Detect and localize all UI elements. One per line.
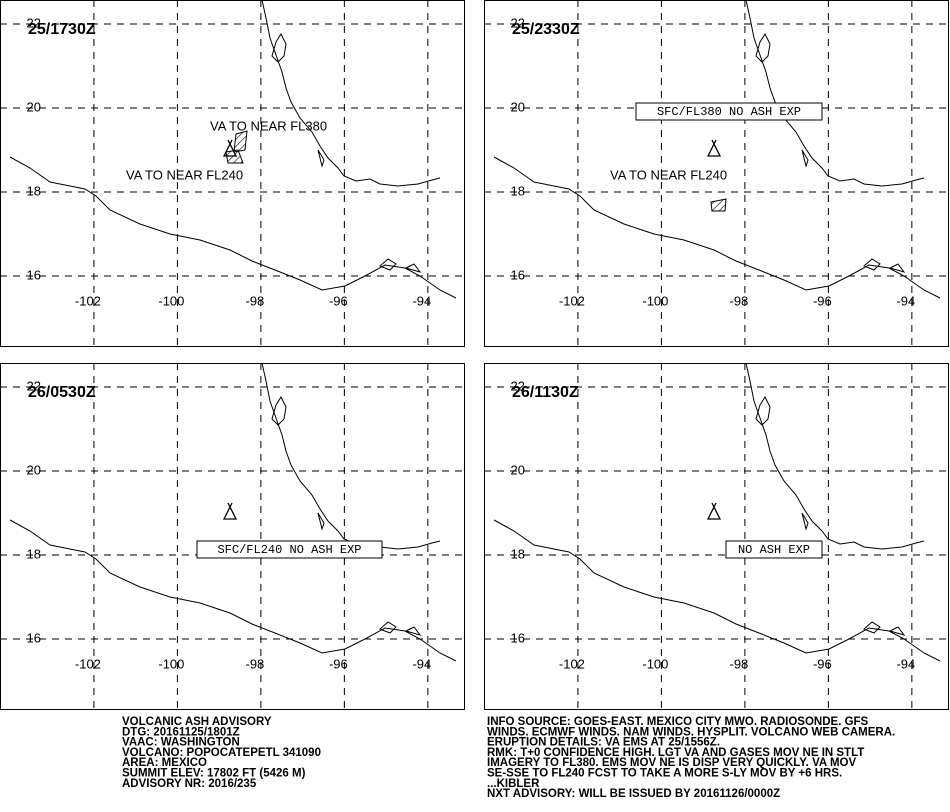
advisory-line: DTG: 20161125/1801Z [122, 726, 240, 738]
panel-frame [0, 0, 465, 347]
advisory-line: VOLCANIC ASH ADVISORY [122, 716, 272, 728]
x-tick-label: -100 [158, 293, 184, 308]
advisory-line: ERUPTION DETAILS: VA EMS AT 25/1556Z. [487, 737, 720, 749]
x-tick-label: -96 [813, 293, 832, 308]
advisory-line: SUMMIT ELEV: 17802 FT (5426 M) [122, 768, 306, 780]
time-label: 26/1130Z [512, 384, 579, 401]
x-tick-label: -98 [245, 656, 264, 671]
ash-area [225, 149, 244, 164]
advisory-line: IMAGERY TO FL380. EMS MOV NE IS DISP VER… [487, 757, 856, 769]
x-tick-label: -94 [412, 293, 431, 308]
label-box [196, 540, 383, 559]
coastline [493, 362, 941, 662]
advisory-line: ...KIBLER [487, 778, 540, 790]
x-tick-label: -102 [559, 656, 585, 671]
y-tick-label: 16 [27, 267, 41, 282]
y-tick-label: 18 [511, 183, 525, 198]
x-tick-label: -100 [642, 293, 668, 308]
x-tick-label: -96 [329, 293, 348, 308]
panel-frame [0, 363, 465, 710]
advisory-line: SE-SSE TO FL240 FCST TO TAKE A MORE S-LY… [487, 768, 842, 780]
y-tick-label: 16 [511, 630, 525, 645]
annotation: VA TO NEAR FL240 [610, 167, 727, 182]
x-tick-label: -102 [75, 656, 101, 671]
ash-area [233, 130, 248, 153]
x-tick-label: -96 [813, 656, 832, 671]
annotation: NO ASH EXP [738, 543, 810, 557]
panel-frame [484, 0, 949, 347]
x-tick-label: -102 [559, 293, 585, 308]
x-tick-label: -102 [75, 293, 101, 308]
advisory-line: WINDS. ECMWF WINDS. NAM WINDS. HYSPLIT. … [487, 726, 895, 738]
time-label: 25/2330Z [512, 21, 580, 38]
y-tick-label: 16 [27, 630, 41, 645]
x-tick-label: -98 [729, 656, 748, 671]
coastline [9, 362, 457, 662]
x-tick-label: -100 [158, 656, 184, 671]
annotation: SFC/FL380 NO ASH EXP [657, 105, 801, 119]
x-tick-label: -100 [642, 656, 668, 671]
x-tick-label: -94 [412, 656, 431, 671]
x-tick-label: -98 [729, 293, 748, 308]
y-tick-label: 18 [511, 546, 525, 561]
time-label: 26/0530Z [28, 384, 96, 401]
y-tick-label: 20 [511, 99, 525, 114]
panel-frame [484, 363, 949, 710]
y-tick-label: 22 [27, 15, 41, 30]
y-tick-label: 22 [511, 15, 525, 30]
volcano-symbol [222, 502, 238, 520]
advisory-line: NXT ADVISORY: WILL BE ISSUED BY 20161126… [487, 788, 780, 800]
x-tick-label: -98 [245, 293, 264, 308]
advisory-line: VOLCANO: POPOCATEPETL 341090 [122, 747, 321, 759]
advisory-line: AREA: MEXICO [122, 757, 207, 769]
x-tick-label: -96 [329, 656, 348, 671]
label-box [725, 540, 823, 559]
annotation: SFC/FL240 NO ASH EXP [217, 543, 361, 557]
y-tick-label: 20 [511, 462, 525, 477]
x-tick-label: -94 [896, 293, 915, 308]
advisory-line: VAAC: WASHINGTON [122, 737, 240, 749]
coastline [493, 0, 941, 299]
label-box [635, 102, 823, 121]
y-tick-label: 22 [27, 378, 41, 393]
y-tick-label: 18 [27, 183, 41, 198]
coastline [9, 0, 457, 299]
advisory-line: INFO SOURCE: GOES-EAST. MEXICO CITY MWO.… [487, 716, 869, 728]
volcano-symbol [706, 502, 722, 520]
x-tick-label: -94 [896, 656, 915, 671]
advisory-line: RMK: T+0 CONFIDENCE HIGH. LGT VA AND GAS… [487, 747, 864, 759]
y-tick-label: 20 [27, 99, 41, 114]
advisory-line: ADVISORY NR: 2016/235 [122, 778, 257, 790]
volcano-symbol [706, 139, 722, 157]
y-tick-label: 16 [511, 267, 525, 282]
ash-area [710, 198, 727, 212]
time-label: 25/1730Z [28, 21, 96, 38]
y-tick-label: 18 [27, 546, 41, 561]
annotation: VA TO NEAR FL380 [210, 118, 327, 133]
y-tick-label: 20 [27, 462, 41, 477]
y-tick-label: 22 [511, 378, 525, 393]
annotation: VA TO NEAR FL240 [126, 167, 243, 182]
